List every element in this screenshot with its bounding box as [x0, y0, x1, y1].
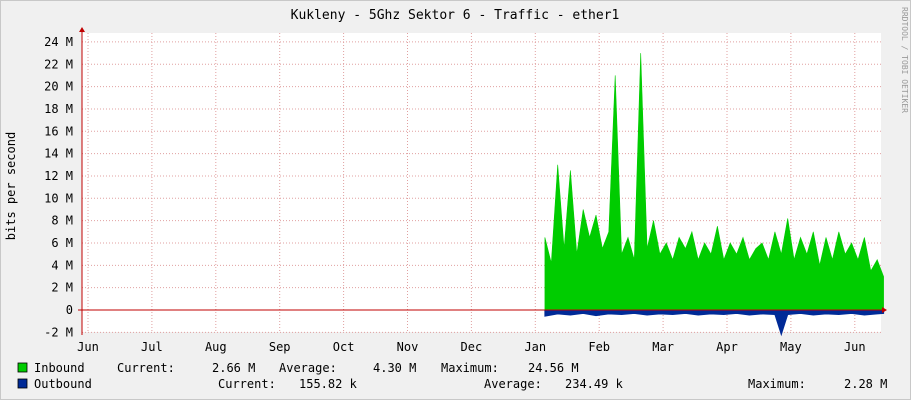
y-tick-label: -2 M	[44, 325, 73, 339]
x-tick-label: Jan	[524, 340, 546, 354]
legend-inbound-current-label: Current:	[117, 361, 175, 375]
y-tick-label: 18 M	[44, 102, 73, 116]
legend-outbound-average: 234.49 k	[565, 377, 624, 391]
legend-outbound-maximum-label: Maximum:	[748, 377, 806, 391]
series-inbound-area	[544, 53, 884, 311]
x-tick-label: Apr	[716, 340, 738, 354]
series-outbound-area	[544, 309, 885, 337]
y-tick-label: 24 M	[44, 35, 73, 49]
x-tick-label: Oct	[333, 340, 355, 354]
legend-inbound-current: 2.66 M	[212, 361, 255, 375]
y-tick-label: 20 M	[44, 80, 73, 94]
grid	[82, 33, 881, 333]
legend-swatch-inbound	[17, 362, 28, 373]
legend-swatch-outbound	[17, 378, 28, 389]
series-layer	[544, 53, 885, 337]
watermark: RRDTOOL / TOBI OETIKER	[900, 7, 909, 113]
legend-outbound-current: 155.82 k	[299, 377, 358, 391]
chart-title: Kukleny - 5Ghz Sektor 6 - Traffic - ethe…	[291, 8, 620, 23]
legend-outbound-current-label: Current:	[218, 377, 276, 391]
y-tick-label: 2 M	[51, 281, 73, 295]
legend-inbound-name: Inbound	[34, 361, 85, 375]
x-tick-label: Jun	[77, 340, 99, 354]
legend-outbound-name: Outbound	[34, 377, 92, 391]
y-tick-label: 0	[66, 303, 73, 317]
y-axis-arrow	[79, 27, 85, 32]
legend-outbound-maximum: 2.28 M	[844, 377, 887, 391]
y-tick-label: 12 M	[44, 169, 73, 183]
legend-inbound-maximum-label: Maximum:	[441, 361, 499, 375]
y-tick-label: 14 M	[44, 147, 73, 161]
y-axis-label: bits per second	[4, 132, 18, 240]
x-tick-label: Jul	[141, 340, 163, 354]
y-tick-label: 16 M	[44, 124, 73, 138]
x-tick-label: Aug	[205, 340, 227, 354]
legend-inbound-average: 4.30 M	[373, 361, 416, 375]
x-tick-label: Jun	[844, 340, 866, 354]
x-tick-label: May	[780, 340, 802, 354]
y-tick-label: 8 M	[51, 214, 73, 228]
legend-inbound-maximum: 24.56 M	[528, 361, 579, 375]
legend: Inbound Current: 2.66 M Average: 4.30 M Maxim…	[17, 361, 887, 391]
legend-outbound-average-label: Average:	[484, 377, 542, 391]
x-axis-arrow	[882, 307, 887, 313]
x-tick-label: Nov	[397, 340, 419, 354]
y-tick-label: 4 M	[51, 258, 73, 272]
x-tick-label: Feb	[588, 340, 610, 354]
y-tick-label: 22 M	[44, 57, 73, 71]
y-tick-label: 6 M	[51, 236, 73, 250]
legend-inbound-average-label: Average:	[279, 361, 337, 375]
x-tick-label: Mar	[652, 340, 674, 354]
x-tick-label: Sep	[269, 340, 291, 354]
axes: -2 M 0 2 M 4 M 6 M 8 M 10 M 12 M 14 M 16 M 18 M 20 …	[44, 27, 887, 354]
y-tick-label: 10 M	[44, 191, 73, 205]
x-tick-label: Dec	[461, 340, 483, 354]
